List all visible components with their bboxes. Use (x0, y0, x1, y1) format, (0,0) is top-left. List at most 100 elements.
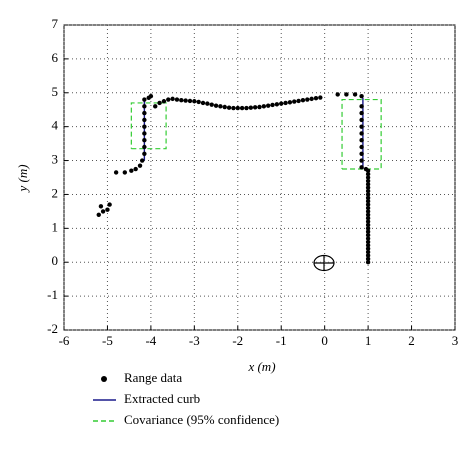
range-point (318, 95, 323, 100)
legend-label: Extracted curb (124, 391, 200, 406)
range-point (153, 104, 158, 109)
range-point (96, 212, 101, 217)
range-point (170, 96, 175, 102)
range-point (142, 124, 147, 129)
range-point (365, 175, 371, 180)
range-point (365, 199, 371, 204)
range-point (335, 92, 340, 97)
range-point (292, 99, 297, 104)
range-point (344, 92, 349, 97)
y-tick-label: 7 (52, 16, 59, 31)
range-point (365, 226, 371, 231)
range-point (148, 93, 154, 99)
y-tick-label: 6 (52, 50, 59, 65)
range-point (187, 98, 193, 104)
range-point (142, 97, 147, 102)
range-point (261, 104, 267, 109)
plot-frame (63, 24, 456, 331)
range-point (122, 170, 128, 175)
range-point (218, 104, 223, 109)
range-point (352, 92, 358, 97)
range-point (365, 212, 371, 217)
y-axis-label: y (m) (15, 164, 30, 193)
range-point (257, 104, 262, 110)
range-point (365, 256, 371, 262)
range-point (365, 253, 371, 258)
range-point (365, 192, 371, 197)
range-point (133, 166, 138, 172)
range-point (365, 260, 371, 265)
range-point (359, 144, 364, 150)
range-point (226, 105, 232, 110)
range-point (359, 131, 364, 136)
range-point (142, 110, 147, 116)
range-point (209, 102, 214, 107)
x-tick-label: 0 (321, 333, 328, 348)
range-point (174, 97, 180, 102)
range-point (205, 101, 210, 106)
legend-label: Range data (124, 370, 182, 385)
range-point (279, 101, 284, 106)
range-point (274, 102, 280, 107)
range-point (365, 236, 371, 241)
range-point (113, 170, 119, 175)
range-point (183, 98, 188, 103)
range-point (105, 207, 110, 212)
range-point (359, 110, 364, 116)
range-point (365, 185, 371, 190)
range-point (359, 124, 364, 129)
range-point (107, 202, 112, 207)
range-point (359, 138, 364, 143)
range-point (309, 96, 314, 102)
range-point (270, 102, 275, 108)
range-point (365, 232, 371, 238)
range-point (305, 97, 310, 102)
range-point (365, 205, 371, 211)
range-point (200, 100, 206, 106)
range-point (142, 117, 147, 123)
x-tick-label: -2 (232, 333, 243, 348)
vehicle-icon (313, 254, 335, 272)
range-point (365, 182, 371, 187)
range-point (300, 98, 306, 103)
range-point (365, 168, 371, 173)
y-tick-label: 1 (52, 219, 59, 234)
range-point (142, 138, 147, 143)
y-tick-label: 2 (52, 185, 59, 200)
range-point (239, 105, 245, 111)
range-point (142, 151, 147, 156)
range-point (365, 209, 371, 214)
legend-label: Covariance (95% confidence) (124, 412, 279, 427)
range-point (248, 105, 254, 110)
x-tick-label: -5 (102, 333, 113, 348)
range-point (213, 103, 219, 108)
y-tick-label: -2 (47, 321, 58, 336)
range-point (140, 158, 145, 163)
range-point (359, 93, 364, 99)
range-point (359, 117, 364, 123)
x-tick-label: 2 (408, 333, 415, 348)
covariance-box (130, 98, 382, 170)
range-point (157, 100, 162, 106)
range-point (142, 104, 147, 109)
range-point (283, 100, 288, 106)
range-point (365, 239, 371, 245)
x-tick-label: -1 (276, 333, 287, 348)
y-tick-label: -1 (47, 287, 58, 302)
range-point (313, 96, 319, 101)
x-axis-label: x (m) (247, 359, 275, 374)
range-point (142, 131, 147, 136)
range-point (142, 144, 147, 150)
range-point (231, 105, 236, 111)
range-point (296, 98, 301, 104)
range-point (179, 98, 184, 103)
range-point (365, 178, 371, 184)
range-point (359, 165, 364, 170)
range-point (244, 105, 249, 111)
range-point (365, 249, 371, 255)
x-tick-label: 3 (452, 333, 459, 348)
range-point (129, 168, 134, 173)
x-tick-label: -4 (145, 333, 156, 348)
range-point (365, 215, 371, 221)
